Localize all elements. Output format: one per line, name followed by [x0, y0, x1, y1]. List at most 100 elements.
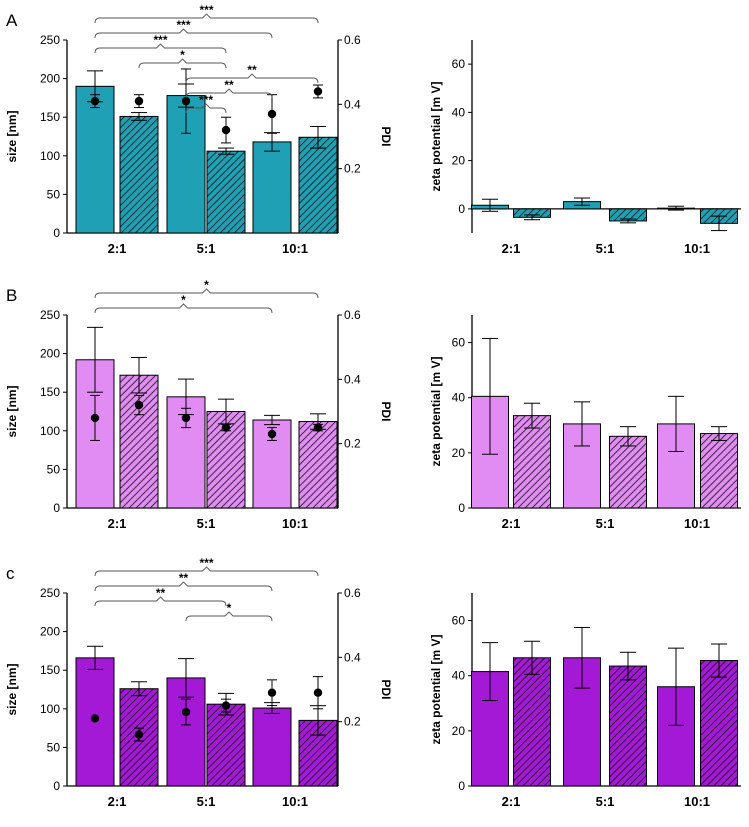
zeta-y-tick-label: 40 [452, 105, 466, 119]
size-bar [206, 703, 246, 787]
pdi-point [134, 730, 144, 739]
y-tick-label: 250 [40, 308, 60, 322]
significance-bracket [185, 611, 273, 622]
y-tick-label: 250 [40, 586, 60, 600]
size-bar [119, 115, 159, 234]
significance-bracket [94, 303, 273, 314]
zeta-y-tick-label: 60 [452, 336, 466, 350]
zeta-category-label: 10:1 [684, 516, 710, 531]
significance-bracket [94, 596, 227, 607]
significance-bracket [94, 13, 319, 24]
y-tick-label: 100 [40, 424, 60, 438]
zeta-category-label: 5:1 [596, 516, 615, 531]
y-tick-label: 50 [47, 462, 61, 476]
zeta-category-label: 5:1 [596, 794, 615, 809]
significance-bracket [94, 28, 273, 39]
x-category-label: 5:1 [197, 516, 216, 531]
pdi-point [90, 96, 100, 106]
significance-bracket [185, 88, 273, 99]
zeta-bar [513, 657, 551, 787]
y-tick-label: 0 [53, 226, 60, 240]
y2-axis-title: PDI [379, 401, 393, 421]
significance-label: *** [153, 33, 167, 47]
x-category-label: 5:1 [197, 241, 216, 256]
zeta-bar [609, 435, 647, 509]
size-bar [75, 85, 115, 234]
zeta-category-label: 10:1 [684, 241, 710, 256]
pdi-point [313, 87, 323, 96]
pdi-point [267, 429, 277, 439]
zeta-chart: 0 20 40 60 zeta potential [m V] 2:1 5:1 10:1 [429, 593, 741, 809]
significance-label: ** [156, 586, 166, 600]
zeta-category-label: 2:1 [502, 516, 521, 531]
size-chart: 0 50 100 150 200 250 0.2 0.4 0.6 size [nm] PDI 2:1 5… [5, 278, 393, 531]
significance-label: ** [179, 571, 189, 585]
y2-tick-label: 0.2 [344, 162, 361, 176]
zeta-y-tick-label: 0 [458, 501, 465, 515]
y-tick-label: 200 [40, 72, 60, 86]
pdi-point [90, 714, 100, 723]
y-tick-label: 150 [40, 110, 60, 124]
zeta-y-tick-label: 20 [452, 154, 466, 168]
significance-bracket [94, 43, 227, 54]
x-category-label: 10:1 [282, 516, 308, 531]
x-category-label: 5:1 [197, 794, 216, 809]
zeta-category-label: 5:1 [596, 241, 615, 256]
panel-label: A [6, 11, 18, 30]
zeta-bar [609, 665, 647, 787]
pdi-point [267, 109, 277, 119]
zeta-y-axis-title: zeta potential [m V] [429, 634, 443, 744]
zeta-category-label: 2:1 [502, 794, 521, 809]
pdi-point [134, 400, 144, 410]
zeta-y-axis-title: zeta potential [m V] [429, 356, 443, 466]
zeta-category-label: 2:1 [502, 241, 521, 256]
zeta-y-tick-label: 20 [452, 446, 466, 460]
y-tick-label: 150 [40, 663, 60, 677]
significance-label: * [227, 601, 232, 615]
y2-tick-label: 0.4 [344, 97, 361, 111]
y-tick-label: 0 [53, 501, 60, 515]
zeta-y-tick-label: 60 [452, 614, 466, 628]
zeta-bar [563, 423, 601, 509]
pdi-point [221, 423, 231, 432]
significance-label: *** [176, 18, 190, 32]
y2-tick-label: 0.2 [344, 437, 361, 451]
significance-label: *** [199, 556, 213, 570]
pdi-point [221, 125, 231, 135]
y2-tick-label: 0.4 [344, 372, 361, 386]
significance-label: *** [199, 93, 213, 107]
zeta-bar [513, 415, 551, 509]
zeta-y-tick-label: 40 [452, 391, 466, 405]
y2-tick-label: 0.6 [344, 308, 361, 322]
zeta-y-tick-label: 0 [458, 779, 465, 793]
significance-label: * [181, 293, 186, 307]
x-category-label: 10:1 [282, 241, 308, 256]
significance-bracket [185, 103, 227, 114]
pdi-point [181, 413, 191, 423]
zeta-bar [700, 433, 738, 509]
significance-bracket [94, 581, 273, 592]
size-bar [206, 150, 246, 234]
zeta-y-tick-label: 60 [452, 57, 466, 71]
size-bar [298, 421, 338, 509]
size-bar [252, 141, 292, 234]
y-tick-label: 100 [40, 149, 60, 163]
significance-label: ** [224, 78, 234, 92]
significance-label: *** [199, 3, 213, 17]
size-bar [119, 688, 159, 787]
zeta-y-tick-label: 0 [458, 202, 465, 216]
y-tick-label: 150 [40, 385, 60, 399]
significance-bracket [138, 58, 227, 69]
y-tick-label: 200 [40, 347, 60, 361]
y-tick-label: 50 [47, 740, 61, 754]
pdi-point [267, 688, 277, 697]
y-tick-label: 0 [53, 779, 60, 793]
significance-label: * [204, 278, 209, 292]
pdi-point [181, 707, 191, 717]
y2-tick-label: 0.6 [344, 586, 361, 600]
zeta-category-label: 10:1 [684, 794, 710, 809]
y-axis-title: size [nm] [5, 385, 19, 437]
x-category-label: 2:1 [108, 794, 127, 809]
